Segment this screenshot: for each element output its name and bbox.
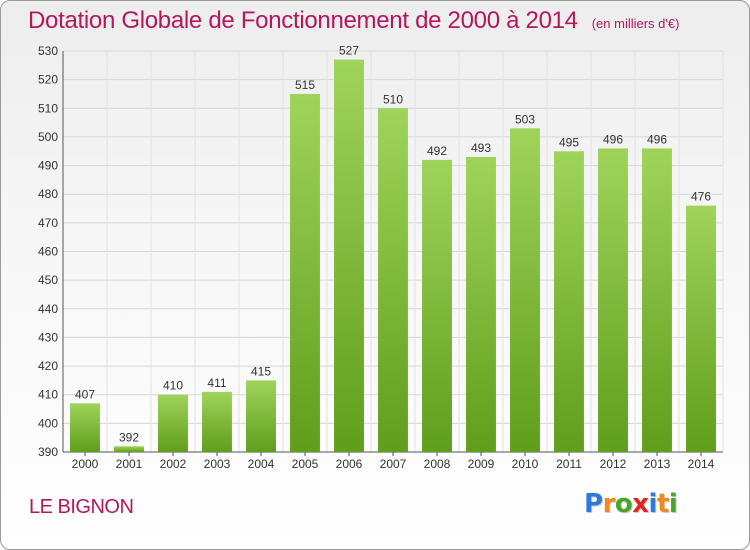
y-tick-label: 420 bbox=[38, 359, 58, 373]
x-tick-label: 2000 bbox=[72, 457, 99, 471]
x-tick-label: 2012 bbox=[600, 457, 627, 471]
bar bbox=[334, 59, 364, 452]
bar bbox=[598, 148, 628, 452]
y-tick-label: 410 bbox=[38, 388, 58, 402]
y-tick-label: 480 bbox=[38, 187, 58, 201]
x-tick-label: 2002 bbox=[160, 457, 187, 471]
value-label: 496 bbox=[647, 132, 667, 146]
bar bbox=[246, 380, 276, 452]
y-tick-label: 440 bbox=[38, 302, 58, 316]
value-label: 476 bbox=[691, 190, 711, 204]
y-tick-label: 460 bbox=[38, 245, 58, 259]
x-tick-label: 2005 bbox=[292, 457, 319, 471]
proxiti-logo: Proxiti bbox=[584, 489, 678, 519]
bar bbox=[290, 93, 320, 452]
value-labels: 407 392 410 411 415 515 527 510 492 493 503 495 496 4… bbox=[75, 44, 711, 445]
x-tick-label: 2010 bbox=[512, 457, 539, 471]
bar bbox=[510, 128, 540, 452]
y-tick-label: 450 bbox=[38, 273, 58, 287]
x-tick-label: 2008 bbox=[424, 457, 451, 471]
bar bbox=[70, 403, 100, 452]
commune-name: LE BIGNON bbox=[29, 496, 134, 518]
logo-letter: x bbox=[632, 489, 649, 519]
bar bbox=[114, 446, 144, 452]
y-tick-label: 520 bbox=[38, 73, 58, 87]
value-label: 411 bbox=[207, 376, 226, 390]
y-tick-label: 510 bbox=[38, 101, 58, 115]
logo-letter: t bbox=[656, 489, 669, 519]
x-tick-label: 2013 bbox=[644, 457, 671, 471]
x-tick-label: 2009 bbox=[468, 457, 495, 471]
logo-letter: P bbox=[584, 489, 603, 519]
value-label: 510 bbox=[383, 92, 403, 106]
x-tick-label: 2011 bbox=[556, 457, 582, 471]
bar bbox=[378, 108, 408, 453]
value-label: 493 bbox=[471, 141, 491, 155]
bar bbox=[202, 391, 232, 452]
logo-letter: r bbox=[602, 489, 616, 519]
y-tick-label: 430 bbox=[38, 330, 58, 344]
y-tick-label: 470 bbox=[38, 216, 58, 230]
bar bbox=[158, 394, 188, 452]
bar bbox=[554, 151, 584, 452]
logo-letter: i bbox=[648, 489, 658, 519]
x-tick-label: 2001 bbox=[116, 457, 143, 471]
y-tick-label: 530 bbox=[38, 44, 58, 58]
value-label: 392 bbox=[119, 430, 139, 444]
bar bbox=[466, 156, 496, 452]
logo-letter: o bbox=[614, 489, 633, 519]
x-tick-label: 2004 bbox=[248, 457, 275, 471]
bar bbox=[686, 205, 716, 452]
value-label: 527 bbox=[339, 44, 359, 58]
value-label: 496 bbox=[603, 132, 623, 146]
value-label: 407 bbox=[75, 387, 95, 401]
bar bbox=[422, 159, 452, 453]
bars bbox=[70, 59, 716, 453]
value-label: 515 bbox=[295, 78, 315, 92]
y-tick-label: 490 bbox=[38, 159, 58, 173]
value-label: 410 bbox=[163, 379, 183, 393]
logo-letter: i bbox=[668, 489, 678, 519]
y-tick-label: 400 bbox=[38, 416, 58, 430]
axes: 390 400 410 420 430 440 450 460 470 480 490 500 510 5… bbox=[38, 44, 723, 471]
chart-title: Dotation Globale de Fonctionnement de 20… bbox=[28, 7, 679, 35]
chart-title-text: Dotation Globale de Fonctionnement de 20… bbox=[28, 7, 578, 34]
x-tick-label: 2003 bbox=[204, 457, 231, 471]
value-label: 492 bbox=[427, 144, 447, 158]
y-tick-label: 500 bbox=[38, 130, 58, 144]
value-label: 415 bbox=[251, 364, 271, 378]
value-label: 495 bbox=[559, 135, 579, 149]
value-label: 503 bbox=[515, 112, 535, 126]
bar bbox=[642, 148, 672, 452]
x-tick-label: 2007 bbox=[380, 457, 407, 471]
x-tick-label: 2006 bbox=[336, 457, 363, 471]
y-tick-label: 390 bbox=[38, 445, 58, 459]
chart-subtitle: (en milliers d'€) bbox=[591, 16, 680, 31]
x-tick-label: 2014 bbox=[688, 457, 715, 471]
